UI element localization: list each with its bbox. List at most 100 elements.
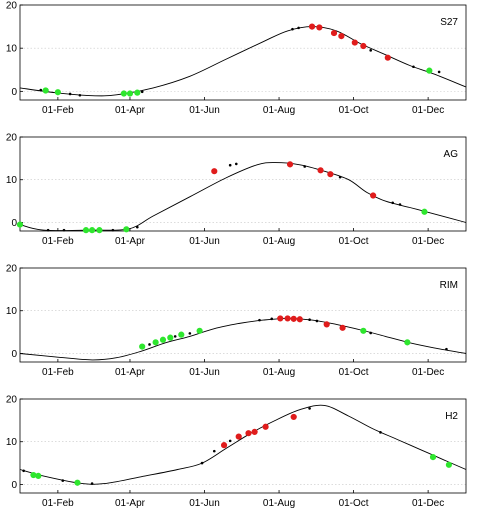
x-tick-label: 01-Oct: [339, 105, 369, 116]
panel-label: RIM: [440, 280, 458, 291]
black-point: [297, 26, 300, 30]
y-tick-label: 10: [6, 44, 18, 55]
black-point: [258, 318, 261, 322]
black-point: [188, 332, 192, 335]
plot-frame: [19, 267, 467, 363]
black-point: [200, 461, 204, 465]
black-point: [90, 482, 94, 485]
black-point: [111, 228, 115, 232]
y-tick-label: 0: [11, 349, 17, 360]
panel-rim: 0 10 20 01-Feb 01-Apr 01-Jun 01-Aug 01-Oct 01-De…: [6, 264, 467, 378]
green-point: [360, 327, 367, 334]
black-point: [228, 163, 232, 167]
x-tick-label: 01-Aug: [263, 105, 295, 116]
red-point: [360, 42, 367, 50]
x-tick-label: 01-Dec: [412, 498, 444, 509]
panel-label: AG: [444, 149, 459, 160]
black-point: [228, 439, 232, 443]
x-tick-label: 01-Jun: [189, 105, 220, 116]
x-tick-label: 01-Dec: [412, 367, 444, 378]
x-tick-label: 01-Aug: [263, 498, 295, 509]
series-line: [19, 26, 467, 97]
red-point: [290, 315, 297, 322]
red-point: [339, 324, 346, 331]
y-tick-label: 20: [6, 264, 18, 275]
y-tick-label: 20: [6, 395, 18, 406]
black-point: [412, 65, 415, 69]
green-point: [426, 67, 433, 74]
x-tick-label: 01-Feb: [42, 105, 74, 116]
x-tick-label: 01-Feb: [42, 236, 74, 247]
red-point: [351, 39, 358, 46]
green-point: [30, 471, 37, 479]
plot-frame: [19, 4, 467, 101]
black-point: [173, 335, 177, 338]
y-tick-label: 10: [6, 306, 18, 317]
y-tick-label: 20: [6, 133, 18, 144]
green-point: [134, 89, 141, 96]
black-point: [445, 347, 448, 351]
black-point: [308, 318, 311, 322]
x-tick-label: 01-Aug: [263, 367, 295, 378]
green-point: [123, 226, 130, 233]
black-point: [391, 201, 394, 205]
green-point: [152, 339, 159, 346]
red-point: [235, 433, 242, 440]
black-point: [369, 49, 372, 52]
green-point: [88, 227, 96, 234]
x-tick-label: 01-Apr: [115, 367, 146, 378]
red-point: [211, 168, 218, 175]
black-point: [303, 165, 307, 168]
red-point: [384, 54, 391, 61]
black-point: [22, 469, 25, 473]
black-point: [270, 317, 274, 321]
red-point: [245, 430, 252, 437]
black-point: [61, 479, 65, 482]
black-point: [234, 162, 238, 166]
red-point: [316, 24, 323, 31]
black-point: [46, 228, 50, 232]
black-point: [369, 331, 372, 335]
red-point: [290, 413, 297, 421]
red-point: [370, 192, 377, 199]
black-point: [338, 175, 342, 179]
black-point: [39, 88, 43, 92]
y-tick-label: 20: [6, 1, 18, 12]
x-tick-label: 01-Apr: [115, 105, 146, 116]
red-point: [308, 23, 316, 30]
green-point: [159, 336, 167, 343]
red-point: [220, 442, 228, 449]
series-line: [19, 404, 467, 485]
black-point: [308, 407, 311, 410]
green-point: [167, 334, 174, 341]
black-point: [68, 92, 72, 96]
black-point: [212, 449, 216, 453]
series-line: [19, 162, 467, 232]
green-point: [421, 208, 428, 215]
panel-h2: 0 10 20 01-Feb 01-Apr 01-Jun 01-Aug 01-Oct 01-De…: [6, 395, 467, 509]
green-point: [139, 343, 146, 350]
green-point: [404, 339, 411, 346]
y-tick-label: 10: [6, 437, 18, 448]
plot-frame: [19, 136, 467, 232]
y-tick-label: 10: [6, 175, 18, 186]
green-point: [82, 227, 90, 234]
x-tick-label: 01-Oct: [339, 367, 369, 378]
y-tick-label: 0: [11, 480, 17, 491]
green-point: [42, 87, 49, 94]
panel-label: H2: [445, 411, 458, 422]
y-tick-label: 0: [11, 87, 17, 98]
y-tick-label: 0: [11, 218, 17, 229]
red-point: [338, 32, 345, 40]
green-point: [429, 454, 437, 461]
x-tick-label: 01-Dec: [412, 105, 444, 116]
green-point: [196, 327, 203, 334]
red-point: [286, 161, 294, 168]
black-point: [148, 343, 151, 346]
red-point: [262, 423, 269, 430]
x-tick-label: 01-Oct: [339, 236, 369, 247]
red-point: [296, 316, 303, 323]
green-point: [445, 461, 452, 468]
x-tick-label: 01-Jun: [189, 367, 220, 378]
